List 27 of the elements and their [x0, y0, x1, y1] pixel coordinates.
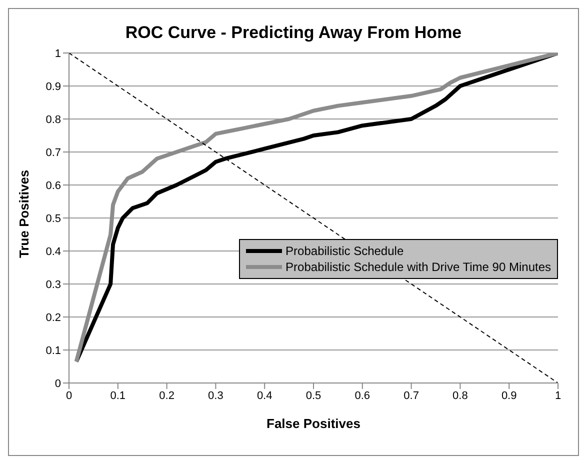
- y-tick-label: 0.7: [46, 146, 61, 159]
- legend-label: Probabilistic Schedule: [286, 243, 404, 259]
- y-tick-label: 0.4: [46, 246, 61, 258]
- y-tick-label: 0.9: [46, 80, 61, 93]
- x-tick-label: 0.3: [208, 390, 224, 402]
- x-tick-label: 0.1: [110, 390, 126, 402]
- y-tick-label: 0.8: [46, 114, 61, 126]
- legend-label: Probabilistic Schedule with Drive Time 90 Minutes: [286, 259, 551, 275]
- y-tick-label: 0.6: [46, 180, 61, 192]
- x-tick-label: 0.8: [452, 390, 468, 402]
- y-tick-label: 0.2: [46, 312, 61, 324]
- x-tick-label: 1: [554, 390, 562, 402]
- x-tick-label: 0.2: [159, 390, 174, 402]
- x-axis-title: False Positives: [266, 416, 360, 431]
- y-tick-label: 1: [54, 48, 61, 60]
- y-tick-label: 0.3: [46, 278, 61, 291]
- y-tick-label: 0: [54, 378, 61, 390]
- y-tick-label: 0.1: [46, 344, 61, 357]
- x-tick-label: 0.6: [354, 390, 370, 402]
- x-tick-label: 0.4: [256, 390, 272, 402]
- y-axis-title: True Positives: [16, 170, 32, 258]
- chart-title: ROC Curve - Predicting Away From Home: [124, 23, 463, 43]
- y-tick-label: 0.5: [46, 212, 61, 225]
- x-tick-label: 0.9: [501, 390, 517, 402]
- x-tick-label: 0.5: [306, 390, 322, 402]
- x-tick-label: 0: [66, 390, 72, 402]
- x-tick-label: 0.7: [404, 390, 419, 402]
